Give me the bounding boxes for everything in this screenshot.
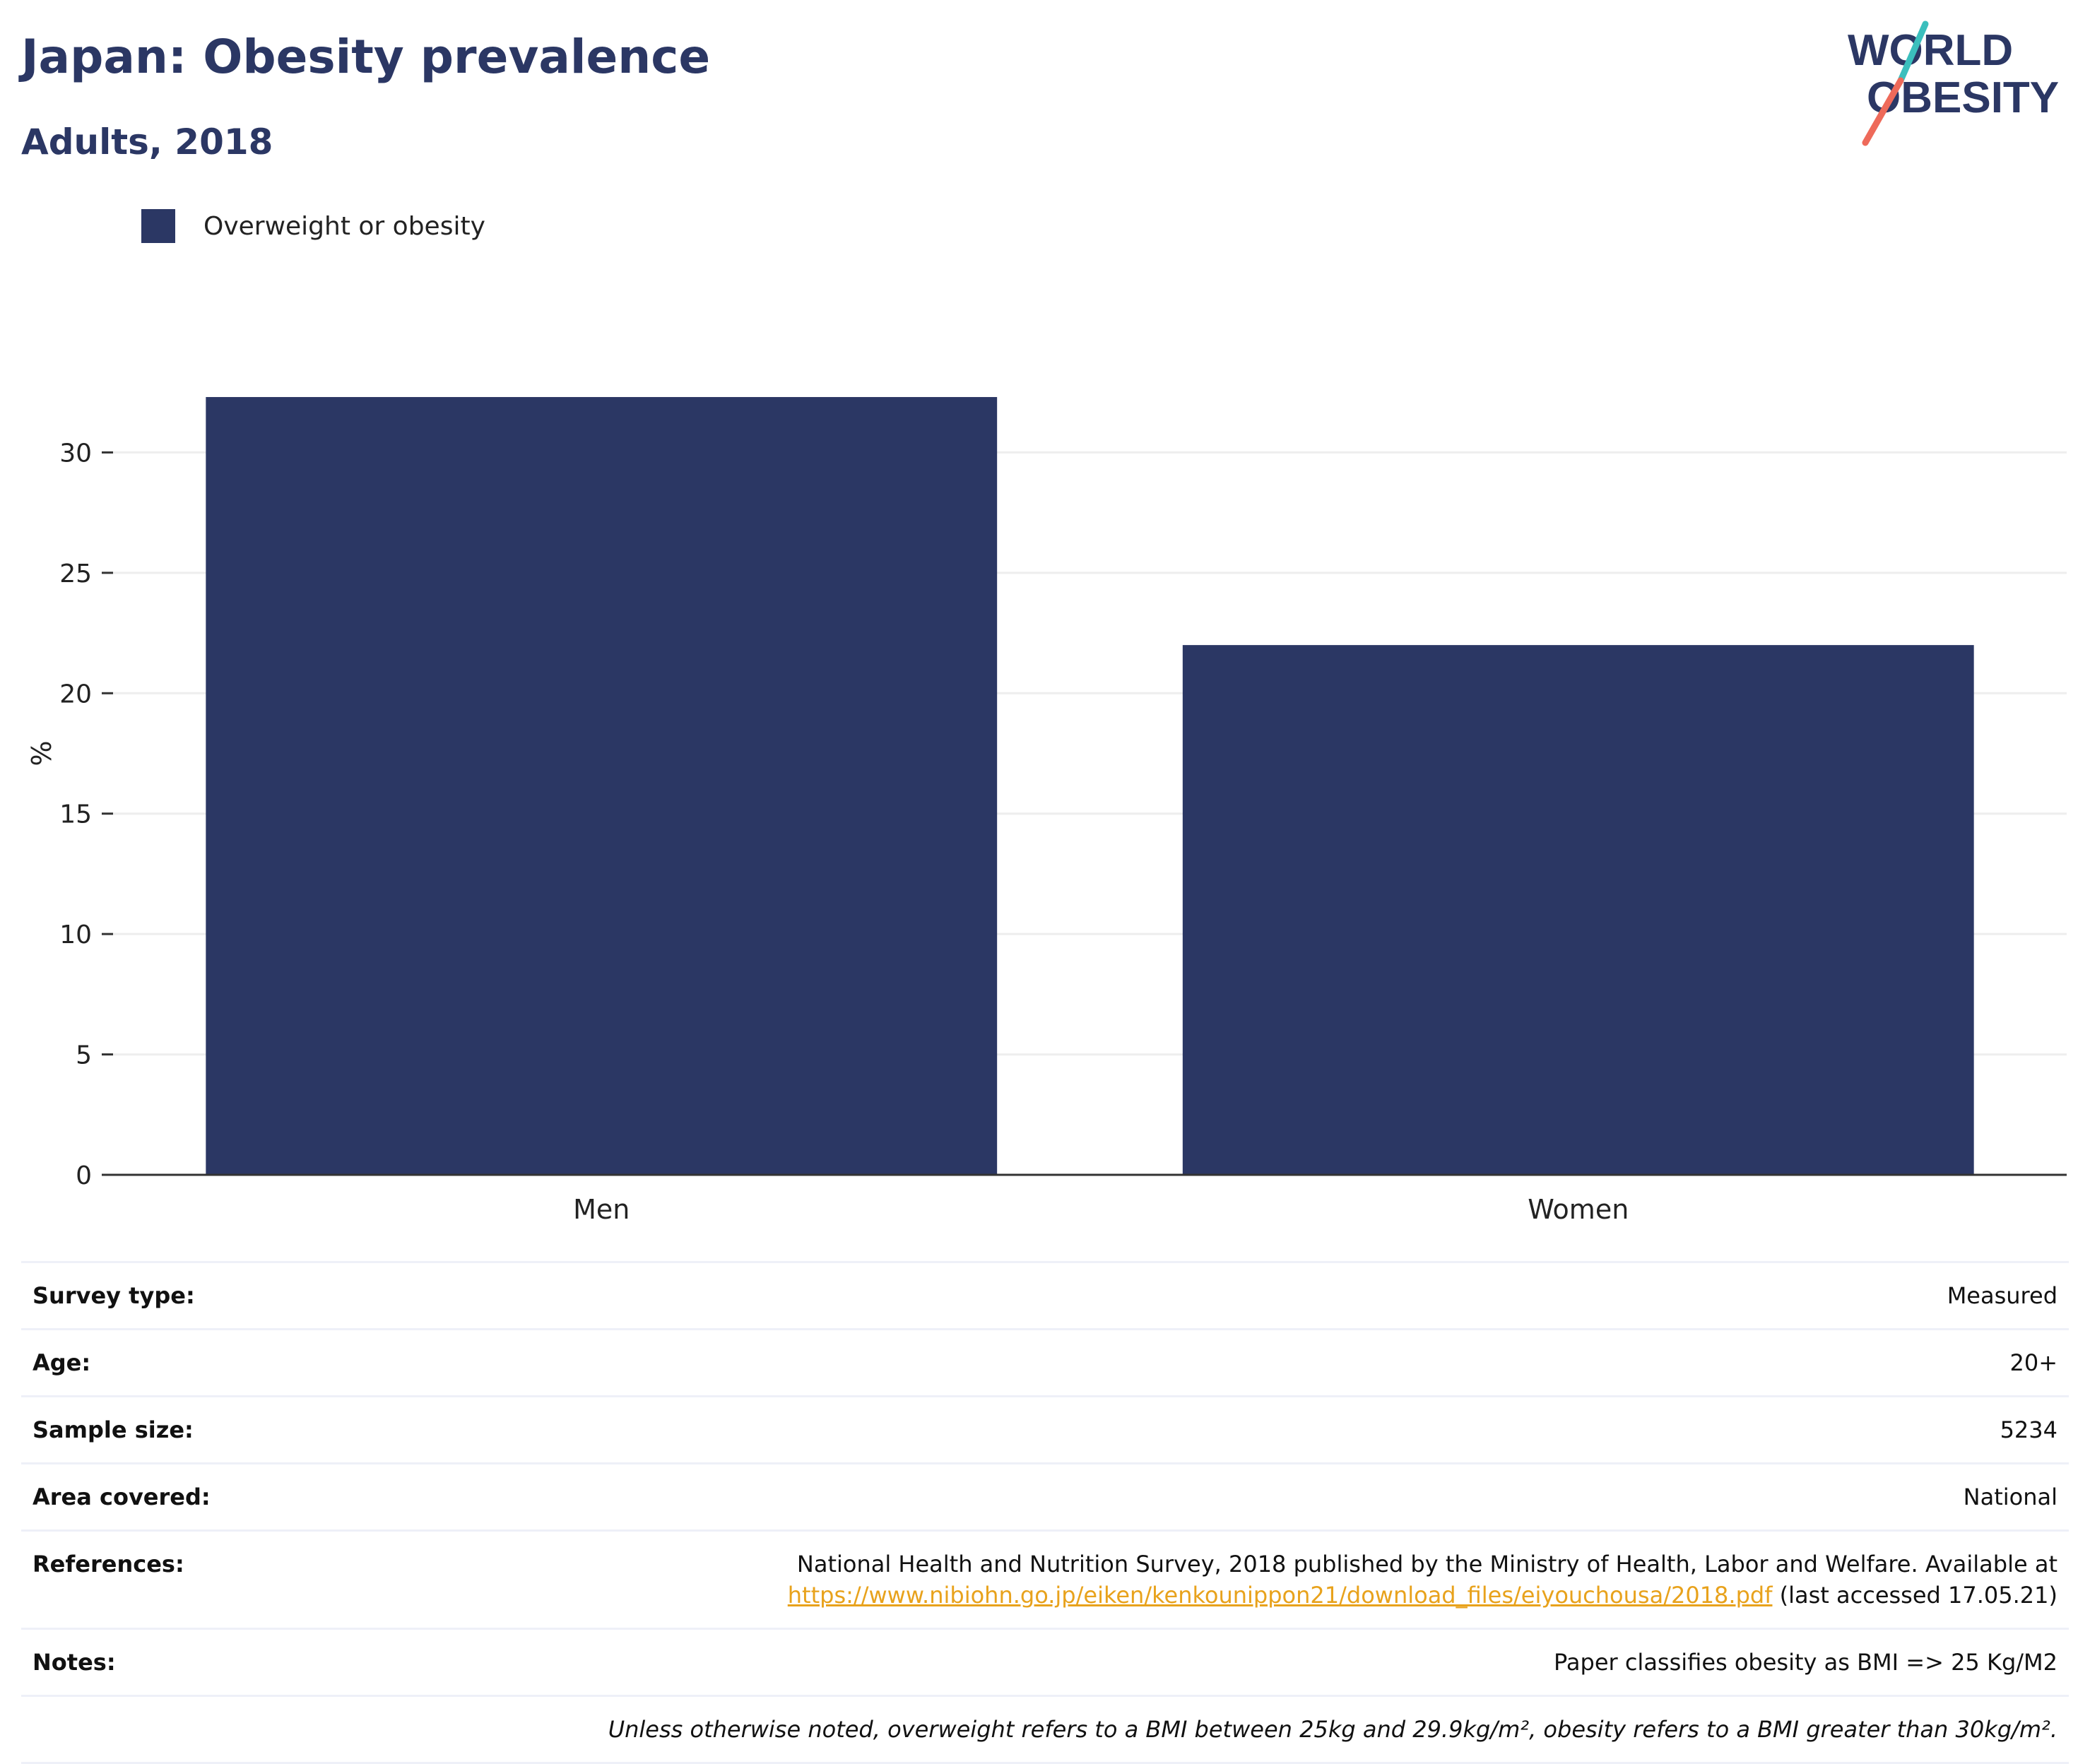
survey-details-table: Survey type: Measured Age: 20+ Sample si… xyxy=(21,1261,2069,1764)
bar-men xyxy=(206,397,998,1175)
x-tick-label: Women xyxy=(1528,1194,1629,1225)
y-tick-label: 15 xyxy=(59,800,92,829)
sample-size-value: 5234 xyxy=(680,1395,2069,1464)
table-row: Sample size: 5234 xyxy=(21,1395,2069,1464)
y-tick-label: 5 xyxy=(76,1041,92,1070)
survey-type-value: Measured xyxy=(680,1261,2069,1330)
area-covered-value: National xyxy=(680,1462,2069,1531)
references-suffix: (last accessed 17.05.21) xyxy=(1779,1582,2057,1609)
survey-type-label: Survey type: xyxy=(21,1261,680,1330)
chart-legend: Overweight or obesity xyxy=(141,209,485,243)
references-value: National Health and Nutrition Survey, 20… xyxy=(680,1529,2069,1629)
table-row: Area covered: National xyxy=(21,1462,2069,1531)
y-tick-label: 10 xyxy=(59,921,92,949)
logo-slash-top xyxy=(1897,20,1929,84)
world-obesity-logo: WORLD OBESITY xyxy=(1848,20,2059,146)
footnote: Unless otherwise noted, overweight refer… xyxy=(21,1695,2069,1764)
sample-size-label: Sample size: xyxy=(21,1395,680,1464)
table-row: Survey type: Measured xyxy=(21,1261,2069,1330)
references-text: National Health and Nutrition Survey, 20… xyxy=(796,1551,2057,1577)
y-tick-label: 0 xyxy=(76,1161,92,1190)
logo-slash-bottom xyxy=(1862,77,1904,146)
reference-link[interactable]: https://www.nibiohn.go.jp/eiken/kenkouni… xyxy=(787,1582,1773,1609)
page-title: Japan: Obesity prevalence xyxy=(21,30,711,84)
page-subtitle: Adults, 2018 xyxy=(21,122,273,162)
y-axis-label: % xyxy=(26,740,57,766)
x-tick-label: Men xyxy=(573,1194,630,1225)
table-row: Age: 20+ xyxy=(21,1328,2069,1397)
y-tick-label: 25 xyxy=(59,560,92,588)
legend-label: Overweight or obesity xyxy=(203,211,485,241)
notes-label: Notes: xyxy=(21,1628,680,1696)
y-tick-label: 30 xyxy=(59,439,92,468)
legend-swatch xyxy=(141,209,175,243)
bar-women xyxy=(1182,645,1974,1175)
table-row: References: National Health and Nutritio… xyxy=(21,1529,2069,1629)
age-label: Age: xyxy=(21,1328,680,1397)
references-label: References: xyxy=(21,1529,680,1629)
notes-value: Paper classifies obesity as BMI => 25 Kg… xyxy=(680,1628,2069,1696)
age-value: 20+ xyxy=(680,1328,2069,1397)
table-row: Unless otherwise noted, overweight refer… xyxy=(21,1695,2069,1764)
y-tick-label: 20 xyxy=(59,680,92,709)
bar-chart: 0 5 10 15 20 25 30% Men Women xyxy=(26,397,2067,1225)
area-covered-label: Area covered: xyxy=(21,1462,680,1531)
logo-text-world: WORLD xyxy=(1848,26,2013,75)
table-row: Notes: Paper classifies obesity as BMI =… xyxy=(21,1628,2069,1696)
